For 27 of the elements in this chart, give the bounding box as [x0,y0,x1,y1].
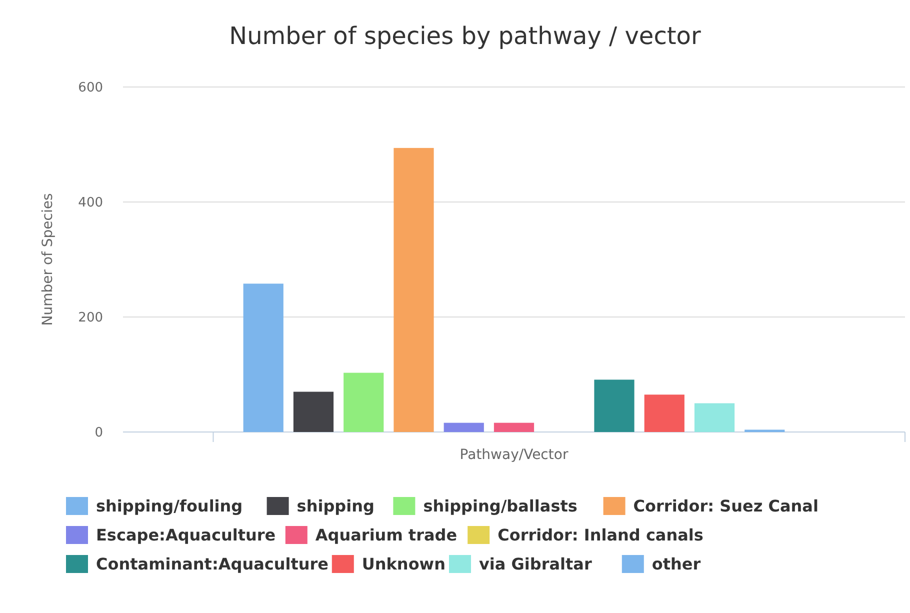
legend-label: Corridor: Suez Canal [633,496,818,516]
y-tick-label: 600 [78,80,103,96]
x-axis-title: Pathway/Vector [460,447,568,463]
bar [694,403,735,432]
legend-label: Corridor: Inland canals [498,526,704,545]
y-tick-label: 400 [78,196,103,211]
y-axis-title: Number of Species [40,193,56,326]
bar [594,380,634,432]
legend-label: Contaminant:Aquaculture [96,554,329,574]
legend-label: shipping/fouling [96,496,243,516]
legend-label: Aquarium trade [315,526,458,545]
bar [243,284,284,432]
chart-title: Number of species by pathway / vector [229,22,701,50]
bar [344,372,384,432]
legend-label: other [652,554,701,574]
legend-label: via Gibraltar [479,554,592,574]
legend-label: Escape:Aquaculture [96,526,276,545]
y-tick-label: 0 [94,426,103,441]
bar [644,394,684,432]
legend-label: shipping [296,496,374,516]
bar [394,148,434,432]
y-tick-label: 200 [78,310,103,326]
bar [293,392,334,432]
legend-label: Unknown [362,554,446,574]
legend-label: shipping/ballasts [423,496,578,516]
bar [444,422,484,432]
bar [494,422,534,432]
